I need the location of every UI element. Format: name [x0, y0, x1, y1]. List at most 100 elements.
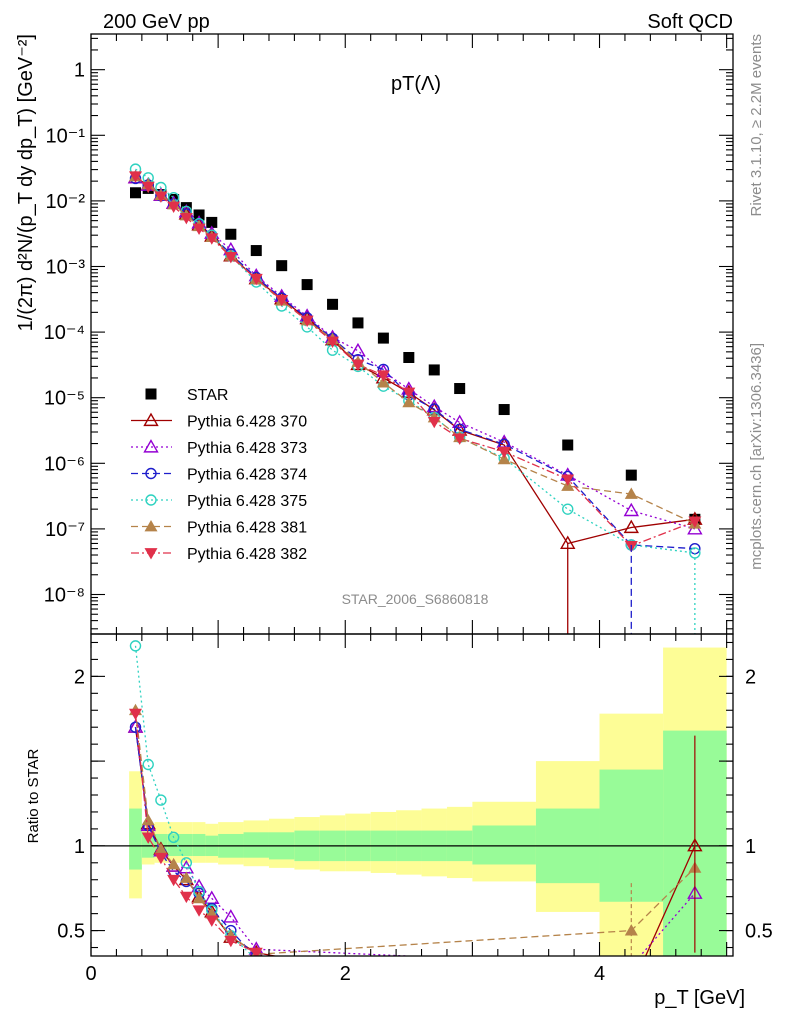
data-point	[179, 213, 193, 225]
ratio-point	[180, 857, 193, 869]
data-point	[451, 414, 468, 428]
ratio-point	[204, 890, 220, 904]
series-line	[135, 177, 695, 545]
ratio-series-group	[127, 640, 703, 993]
ratio-point	[142, 758, 154, 771]
data-point	[376, 376, 390, 388]
data-point	[498, 404, 510, 416]
legend: STAR Pythia 6.428 370 Pythia 6.428 373 Pyth…	[131, 387, 307, 563]
data-point	[497, 452, 511, 465]
legend-marker	[143, 412, 159, 427]
ratio-y-tick-label: 0.5	[57, 921, 85, 943]
ratio-point	[129, 721, 142, 733]
ratio-y-tick-label-right: 0.5	[745, 921, 773, 943]
ratio-y-tick-label: 1	[74, 836, 85, 858]
data-point	[250, 245, 262, 257]
main-series-group	[127, 163, 703, 634]
ratio-point	[624, 924, 638, 936]
main-panel	[127, 163, 703, 634]
data-point	[624, 487, 638, 499]
data-point	[154, 191, 168, 203]
legend-label: Pythia 6.428 375	[187, 493, 307, 510]
ratio-point	[224, 935, 238, 948]
series-line	[135, 175, 696, 547]
stat-band	[599, 769, 664, 902]
data-point	[249, 273, 263, 286]
ratio-point	[192, 905, 206, 917]
main-y-tick-label: 10⁻⁴	[44, 322, 85, 344]
ratio-point	[154, 852, 168, 865]
ratio-point	[625, 982, 638, 993]
data-point	[141, 181, 155, 194]
main-y-tick-label: 10⁻⁶	[44, 453, 85, 475]
data-point	[623, 519, 640, 534]
ratio-point	[129, 640, 142, 652]
data-point	[351, 359, 365, 372]
legend-label: Pythia 6.428 373	[187, 440, 307, 457]
stat-band	[192, 833, 206, 857]
data-point	[561, 474, 575, 486]
data-point	[562, 439, 574, 451]
data-point	[352, 317, 364, 329]
data-point	[128, 171, 142, 183]
data-point	[454, 383, 466, 395]
ratio-point	[192, 891, 206, 904]
stat-band	[179, 833, 193, 857]
data-point	[327, 298, 339, 310]
main-y-tick-label: 10⁻⁷	[45, 519, 85, 541]
ratio-y-tick-label: 2	[74, 666, 85, 688]
series-line	[135, 168, 695, 554]
stat-band	[243, 832, 269, 858]
ratio-point	[223, 909, 239, 923]
data-point	[276, 260, 288, 272]
legend-marker	[144, 548, 158, 560]
data-point	[129, 187, 141, 199]
data-point	[301, 279, 313, 291]
data-point	[623, 502, 640, 517]
stat-band	[167, 833, 180, 857]
ratio-point	[154, 842, 168, 855]
data-point	[275, 294, 289, 307]
main-y-tick-label: 10⁻⁵	[44, 388, 85, 410]
legend-marker	[145, 388, 157, 400]
header-left: 200 GeV pp	[103, 11, 210, 33]
data-point	[205, 233, 219, 245]
x-axis-label: p_T [GeV]	[654, 987, 745, 1009]
ratio-series-line	[134, 645, 254, 956]
header-right: Soft QCD	[647, 11, 733, 33]
legend-label: Pythia 6.428 370	[187, 414, 307, 431]
ratio-point	[167, 831, 180, 844]
plot-title: pT(Λ)	[391, 73, 441, 95]
data-point	[625, 469, 637, 481]
x-tick-label: 0	[85, 963, 96, 985]
legend-marker	[145, 494, 157, 506]
ratio-point	[249, 947, 263, 956]
ratio-point	[141, 813, 155, 826]
main-y-tick-label: 10⁻³	[46, 256, 86, 278]
ratio-point	[167, 874, 181, 887]
data-point	[562, 503, 574, 515]
ratio-point	[625, 960, 638, 971]
data-point	[428, 364, 440, 376]
x-tick-label: 4	[594, 963, 605, 985]
main-y-axis-label: 1/(2π) d²N/(p_T dy dp_T) [GeV⁻²]	[15, 34, 37, 331]
ratio-point	[205, 915, 219, 927]
data-point	[326, 336, 340, 348]
axes: 10⁻⁸ 10⁻⁷ 10⁻⁶ 10⁻⁵ 10⁻⁴ 10⁻³ 10⁻² 10⁻¹ 1 0 2 4 0.5 0…	[44, 33, 773, 985]
watermark: STAR_2006_S6860818	[342, 591, 489, 607]
ratio-point	[167, 857, 181, 870]
data-point	[403, 351, 415, 363]
legend-label: STAR	[187, 387, 228, 404]
data-point	[193, 209, 205, 221]
data-point	[377, 332, 389, 344]
main-y-tick-label: 10⁻⁸	[44, 585, 85, 607]
legend-label: Pythia 6.428 374	[187, 467, 307, 484]
ratio-point	[179, 871, 193, 883]
ratio-point	[128, 708, 142, 721]
data-point	[206, 216, 218, 228]
data-point	[402, 387, 416, 400]
main-y-tick-label: 10⁻¹	[46, 125, 86, 147]
data-point	[192, 223, 206, 235]
stat-band	[129, 808, 142, 870]
